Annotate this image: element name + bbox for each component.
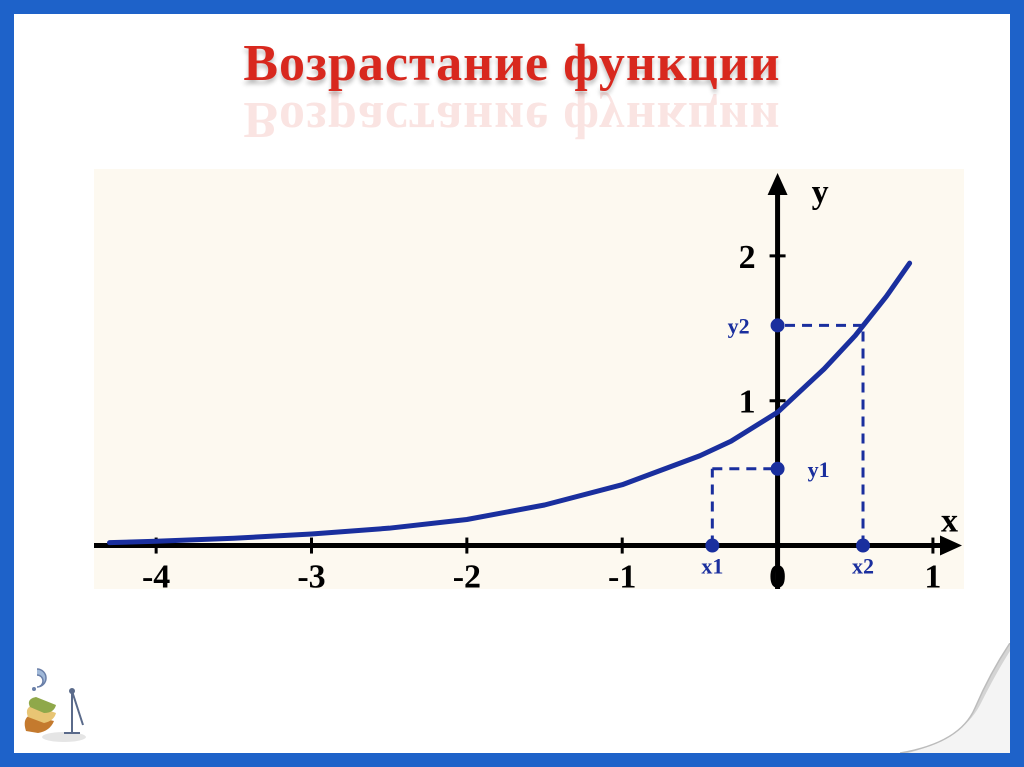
function-chart: -4 -3 -2 -1 0 1 1 2 x1 x2 y1 y2 x y	[94, 169, 964, 589]
svg-text:0: 0	[769, 559, 786, 589]
svg-text:2: 2	[739, 239, 756, 276]
slide-title: Возрастание функции	[14, 34, 1010, 93]
svg-text:-4: -4	[142, 559, 170, 589]
svg-text:y2: y2	[728, 313, 750, 338]
slide-title-reflection: Возрастание функции	[14, 90, 1010, 149]
svg-text:-3: -3	[297, 559, 325, 589]
svg-text:x1: x1	[701, 554, 723, 579]
svg-text:-1: -1	[608, 559, 636, 589]
slide-frame: Возрастание функции Возрастание функции …	[0, 0, 1024, 767]
svg-text:y1: y1	[808, 457, 830, 482]
decorative-icon	[20, 663, 90, 743]
svg-text:1: 1	[924, 559, 941, 589]
svg-text:x2: x2	[852, 554, 874, 579]
page-curl	[900, 643, 1010, 753]
svg-text:y: y	[812, 174, 829, 211]
svg-text:1: 1	[739, 384, 756, 421]
chart-area: -4 -3 -2 -1 0 1 1 2 x1 x2 y1 y2 x y	[94, 169, 964, 589]
svg-text:-2: -2	[453, 559, 481, 589]
svg-text:x: x	[941, 503, 958, 540]
